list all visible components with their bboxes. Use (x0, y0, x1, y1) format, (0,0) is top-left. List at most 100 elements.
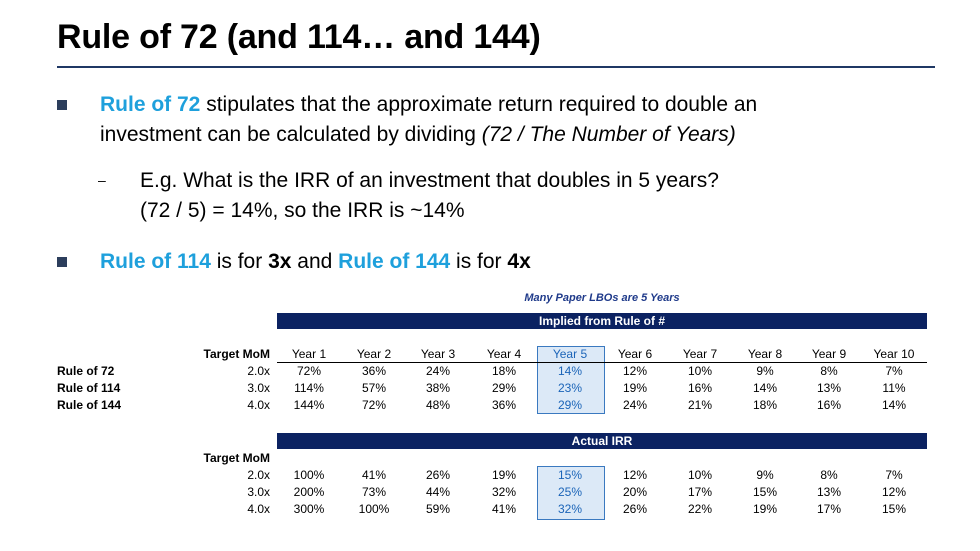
bullet1-text-b: investment can be calculated by dividing (100, 123, 482, 146)
table-cell: 12% (881, 485, 907, 499)
bullet-rule-of-114-144: Rule of 114 is for 3x and Rule of 144 is… (57, 247, 917, 277)
table-cell: 18% (491, 364, 517, 378)
table-cell: 15% (752, 485, 778, 499)
bullet2-text-2: and (291, 250, 339, 273)
table-cell: 300% (293, 502, 325, 516)
table-cell: 13% (816, 381, 842, 395)
table-cell: 21% (687, 398, 713, 412)
rule-144-highlight: Rule of 144 (338, 250, 451, 273)
table-cell: 12% (622, 468, 648, 482)
table-cell: 32% (491, 485, 517, 499)
rule-114-highlight: Rule of 114 (100, 250, 211, 273)
table-cell: 15% (557, 468, 583, 482)
bullet2-4x: 4x (507, 250, 531, 273)
table-cell: 7% (885, 468, 903, 482)
year-header: Year 1 (291, 347, 327, 361)
row-label: Rule of 72 (57, 364, 115, 378)
target-mom: 3.0x (247, 381, 270, 395)
square-bullet-icon (57, 100, 67, 110)
bullet1-formula: (72 / The Number of Years) (481, 123, 736, 146)
actual-banner: Actual IRR (277, 433, 927, 449)
row-label: Rule of 144 (57, 398, 122, 412)
table-cell: 8% (820, 468, 838, 482)
year5-highlight-actual (537, 466, 605, 520)
year-header: Year 3 (420, 347, 456, 361)
bullet2-text-1: is for (210, 250, 269, 273)
bullet1-text-a: stipulates that the approximate return r… (200, 93, 758, 116)
table-cell: 36% (361, 364, 387, 378)
table-note: Many Paper LBOs are 5 Years (524, 292, 680, 304)
year5-highlight-implied (537, 346, 605, 414)
table-cell: 24% (425, 364, 451, 378)
year-header: Year 10 (873, 347, 915, 361)
table-cell: 72% (361, 398, 387, 412)
bullet2-3x: 3x (268, 250, 292, 273)
target-mom: 2.0x (247, 468, 270, 482)
example-line-1: E.g. What is the IRR of an investment th… (140, 169, 719, 192)
year-header: Year 7 (682, 347, 718, 361)
table-cell: 12% (622, 364, 648, 378)
table-cell: 25% (557, 485, 583, 499)
table-cell: 15% (881, 502, 907, 516)
year-header: Year 2 (356, 347, 392, 361)
title-divider (57, 66, 935, 68)
target-mom-header: Target MoM (203, 347, 270, 361)
table-cell: 19% (752, 502, 778, 516)
table-cell: 22% (687, 502, 713, 516)
table-cell: 144% (293, 398, 325, 412)
dash-icon: – (98, 172, 106, 188)
year-header: Year 8 (747, 347, 783, 361)
table-cell: 29% (491, 381, 517, 395)
table-cell: 41% (361, 468, 387, 482)
table-cell: 17% (687, 485, 713, 499)
table-cell: 10% (687, 364, 713, 378)
table-cell: 23% (557, 381, 583, 395)
table-cell: 14% (881, 398, 907, 412)
table-cell: 38% (425, 381, 451, 395)
table-cell: 32% (557, 502, 583, 516)
table-cell: 10% (687, 468, 713, 482)
table-cell: 36% (491, 398, 517, 412)
table-cell: 19% (622, 381, 648, 395)
year-header: Year 6 (617, 347, 653, 361)
table-cell: 24% (622, 398, 648, 412)
table-cell: 7% (885, 364, 903, 378)
example-line-2: (72 / 5) = 14%, so the IRR is ~14% (140, 199, 465, 222)
target-mom: 3.0x (247, 485, 270, 499)
table-cell: 14% (557, 364, 583, 378)
table-cell: 18% (752, 398, 778, 412)
table-cell: 48% (425, 398, 451, 412)
table-cell: 16% (687, 381, 713, 395)
table-cell: 19% (491, 468, 517, 482)
table-cell: 100% (358, 502, 390, 516)
target-mom: 4.0x (247, 502, 270, 516)
target-mom: 4.0x (247, 398, 270, 412)
table-cell: 73% (361, 485, 387, 499)
row-label: Rule of 114 (57, 381, 121, 395)
table-cell: 9% (756, 468, 774, 482)
year-header: Year 5 (552, 347, 588, 361)
bullet-rule-of-72: Rule of 72 stipulates that the approxima… (57, 90, 917, 150)
table-cell: 59% (425, 502, 451, 516)
table-cell: 17% (816, 502, 842, 516)
bullet2-text-3: is for (450, 250, 508, 273)
target-mom: 2.0x (247, 364, 270, 378)
year-header: Year 4 (486, 347, 522, 361)
square-bullet-icon (57, 257, 67, 267)
table-cell: 29% (557, 398, 583, 412)
year-header: Year 9 (811, 347, 847, 361)
rule-72-highlight: Rule of 72 (100, 93, 201, 116)
table-cell: 114% (294, 381, 324, 395)
table-cell: 8% (820, 364, 838, 378)
table-cell: 26% (622, 502, 648, 516)
table-cell: 20% (622, 485, 648, 499)
table-cell: 200% (293, 485, 325, 499)
implied-banner: Implied from Rule of # (277, 313, 927, 329)
target-mom-header: Target MoM (203, 451, 270, 465)
table-cell: 41% (491, 502, 517, 516)
table-cell: 13% (816, 485, 842, 499)
year-header-underline (277, 362, 927, 363)
table-cell: 11% (882, 381, 906, 395)
table-cell: 16% (816, 398, 842, 412)
table-cell: 100% (293, 468, 325, 482)
